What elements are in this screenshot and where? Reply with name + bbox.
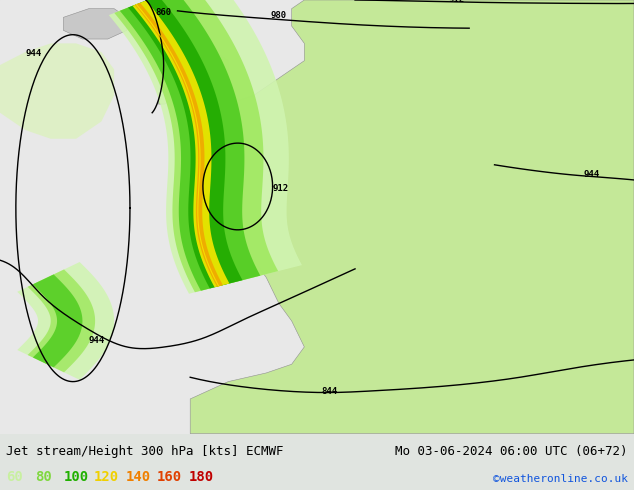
Polygon shape: [178, 52, 228, 96]
Text: 912: 912: [273, 184, 288, 193]
Polygon shape: [17, 262, 114, 380]
Text: 60: 60: [6, 470, 23, 484]
Circle shape: [46, 352, 56, 359]
Text: 80: 80: [35, 470, 51, 484]
Polygon shape: [0, 44, 114, 139]
Text: 944: 944: [25, 49, 41, 58]
Text: 100: 100: [63, 470, 89, 484]
Text: 180: 180: [189, 470, 214, 484]
Text: 844: 844: [321, 387, 338, 396]
Polygon shape: [133, 0, 230, 287]
Text: 140: 140: [126, 470, 151, 484]
Text: 980: 980: [271, 11, 287, 20]
Circle shape: [71, 335, 81, 342]
Text: Mo 03-06-2024 06:00 UTC (06+72): Mo 03-06-2024 06:00 UTC (06+72): [395, 445, 628, 458]
Text: 912: 912: [448, 0, 465, 4]
Polygon shape: [28, 270, 95, 372]
Polygon shape: [128, 0, 242, 289]
Text: 860: 860: [155, 8, 172, 17]
Polygon shape: [120, 0, 261, 291]
Text: Jet stream/Height 300 hPa [kts] ECMWF: Jet stream/Height 300 hPa [kts] ECMWF: [6, 445, 284, 458]
Polygon shape: [158, 87, 178, 104]
Circle shape: [58, 326, 68, 333]
Text: 944: 944: [583, 170, 599, 179]
Text: 944: 944: [89, 336, 105, 344]
Polygon shape: [114, 0, 278, 292]
Polygon shape: [134, 3, 223, 287]
Text: 160: 160: [157, 470, 183, 484]
Polygon shape: [33, 274, 82, 368]
Polygon shape: [63, 9, 127, 39]
Text: ©weatheronline.co.uk: ©weatheronline.co.uk: [493, 474, 628, 484]
Text: 120: 120: [94, 470, 119, 484]
Polygon shape: [109, 0, 302, 294]
Polygon shape: [190, 0, 634, 434]
